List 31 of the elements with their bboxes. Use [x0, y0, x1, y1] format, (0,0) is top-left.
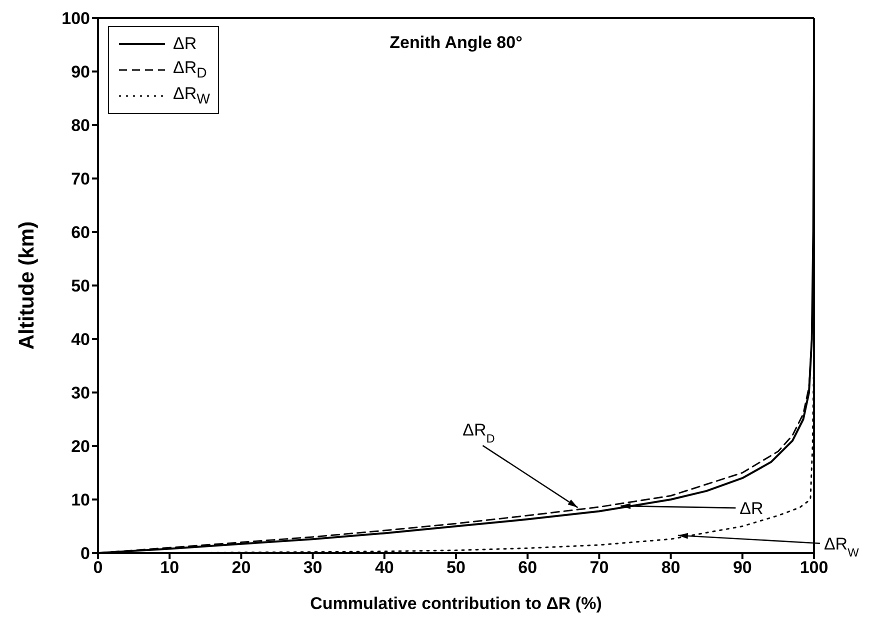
- x-tick-label: 70: [590, 558, 609, 578]
- x-tick-label: 100: [800, 558, 828, 578]
- y-tick-label: 50: [71, 276, 90, 296]
- y-tick-label: 80: [71, 116, 90, 136]
- x-tick-label: 80: [661, 558, 680, 578]
- x-tick-label: 40: [374, 558, 394, 578]
- legend-label: ΔR$_{D}$: [173, 58, 207, 82]
- x-tick-label: 10: [160, 558, 180, 578]
- x-tick-label: 90: [732, 558, 752, 578]
- x-axis-title: Cummulative contribution to ΔR (%): [310, 594, 602, 613]
- x-tick-label: 30: [303, 558, 322, 578]
- y-tick-label: 100: [62, 9, 90, 28]
- y-tick-label: 20: [71, 437, 90, 456]
- y-tick-label: 60: [71, 223, 90, 242]
- y-tick-label: 0: [80, 544, 90, 564]
- x-tick-label: 50: [446, 558, 466, 578]
- y-tick-label: 70: [71, 170, 90, 189]
- text: Zenith Angle 80°: [390, 33, 523, 52]
- y-tick-label: 40: [71, 330, 90, 350]
- y-tick-label: 90: [71, 62, 90, 82]
- y-axis-title: Altitude (km): [15, 221, 38, 350]
- x-tick-label: 20: [232, 558, 251, 578]
- legend-label: ΔR$_{W}$: [173, 84, 210, 108]
- x-tick-label: 0: [93, 558, 103, 578]
- x-tick-label: 60: [518, 558, 538, 578]
- annotation: ΔR: [740, 498, 764, 518]
- annotation: ΔR$_{W}$: [824, 534, 860, 560]
- annotation: ΔR$_{D}$: [462, 420, 496, 446]
- y-tick-label: 30: [71, 384, 90, 403]
- legend-label: ΔR: [173, 34, 197, 54]
- y-tick-label: 10: [71, 490, 90, 510]
